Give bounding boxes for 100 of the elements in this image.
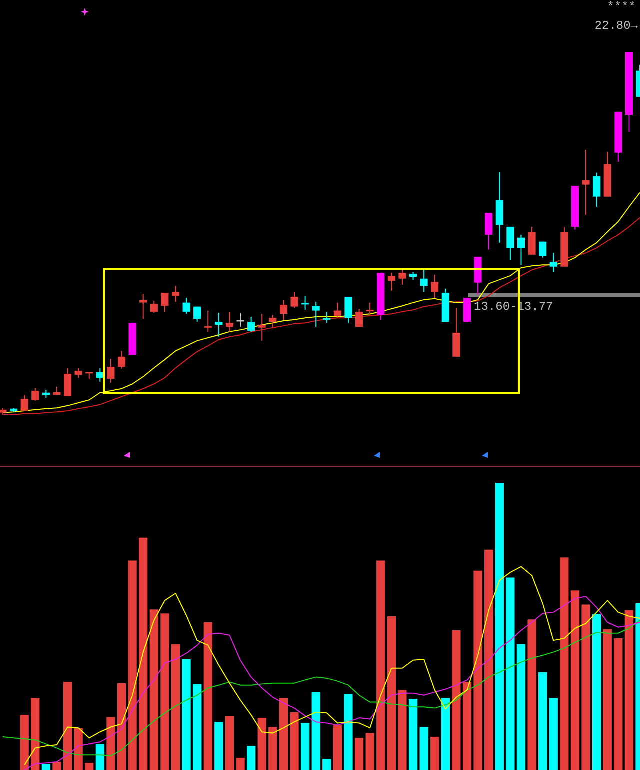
candlestick [539,241,547,258]
bar [128,560,137,770]
candlestick [356,308,364,328]
candlestick [236,312,244,328]
candlestick [20,394,28,412]
bar [474,570,482,770]
bar [538,672,548,770]
candlestick [485,212,493,250]
candlestick [248,316,256,332]
candlestick [517,234,526,266]
candlestick [74,368,82,378]
bar [139,538,148,770]
bar [462,682,472,770]
bar [74,728,83,770]
bar [312,692,320,770]
bar [603,629,612,770]
bar [592,614,602,770]
candlestick [182,298,190,315]
bar [279,698,288,770]
candlestick [593,172,601,208]
candlestick [64,368,72,397]
bar [42,764,51,770]
candlestick [290,291,298,308]
bar [322,759,332,770]
candlestick [420,268,428,292]
bar [290,712,299,770]
bar [150,610,158,770]
candlestick [32,388,40,402]
bar [452,630,461,770]
candlestick [204,310,212,332]
candlestick [388,272,396,292]
candlestick [194,306,202,323]
bar [225,716,234,770]
candlestick [172,286,180,303]
candlestick [107,358,115,384]
candlestick [366,302,374,316]
candlestick [452,307,460,358]
bar [117,683,126,770]
bar [582,604,590,770]
candlestick [215,312,223,338]
candlestick [226,311,234,332]
bar [408,699,418,770]
bar [204,622,212,770]
bar [31,698,40,770]
bar [614,638,623,770]
text: 22.80→ [594,19,638,33]
candlestick [550,252,558,272]
bar [441,698,450,770]
bar [52,762,62,770]
bar [258,718,266,770]
candlestick [344,296,352,324]
bar [214,722,224,770]
candlestick [582,150,590,216]
bar [484,550,494,770]
bar [96,744,104,770]
bar [570,590,580,770]
bar [354,738,364,770]
bar [430,736,440,770]
bar [420,727,428,770]
candlestick [431,274,439,299]
bar [528,620,536,770]
bar [160,614,170,770]
bar [516,644,526,770]
bar [560,558,569,770]
candlestick [280,299,288,320]
candlestick [312,302,320,328]
candlestick [118,350,126,370]
bar [182,660,191,770]
candlestick [506,226,514,260]
bar [268,727,278,770]
bar [247,746,256,770]
bar [387,616,396,770]
bar [300,723,310,770]
candlestick [334,302,342,319]
bar [366,733,374,770]
candlestick [463,298,472,323]
candlestick [528,226,536,256]
bar [398,690,407,770]
bar [85,763,94,770]
bar [506,578,515,770]
bar [193,684,202,770]
bar [333,725,342,770]
bar [63,682,72,770]
bar [549,698,558,770]
candlestick [398,268,406,286]
candlestick [140,294,148,320]
text: **** [607,0,636,14]
candlestick [269,314,277,328]
candlestick [302,295,310,311]
bar [236,758,245,770]
candlestick [150,300,158,314]
candlestick [323,311,331,324]
bar [171,644,180,770]
bar [20,715,29,770]
bar [624,610,634,770]
bar [344,694,353,770]
bar [106,717,116,770]
bar [376,560,386,770]
candlestick [258,314,266,342]
candlestick [161,292,169,312]
